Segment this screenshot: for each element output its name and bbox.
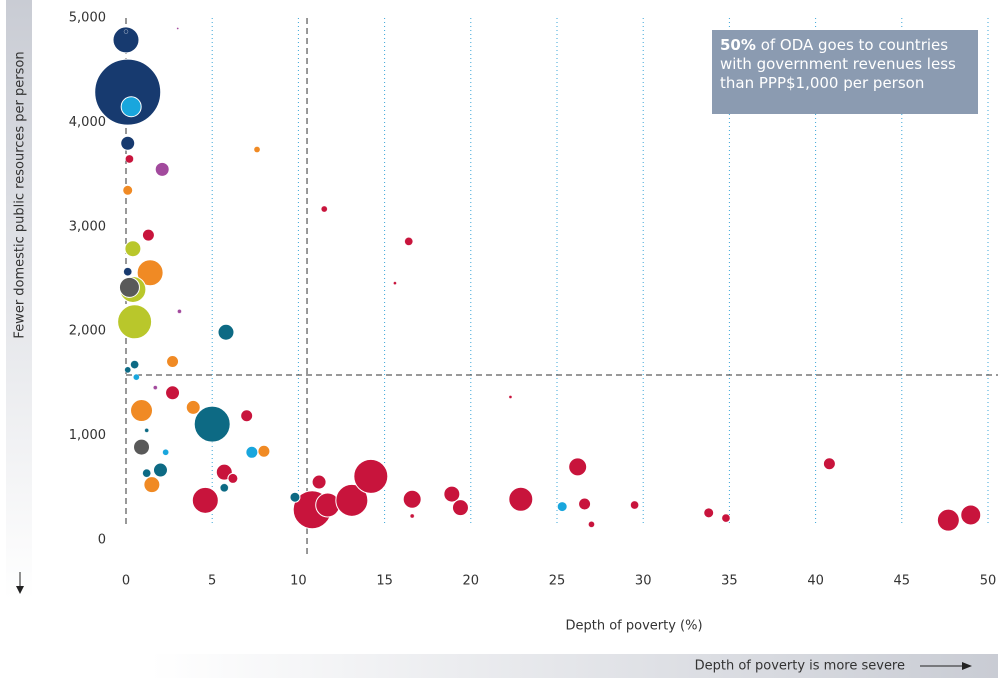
bubble bbox=[94, 58, 162, 126]
bubble bbox=[240, 409, 254, 423]
y-tick-label: 2,000 bbox=[69, 324, 106, 339]
bubble bbox=[125, 154, 134, 164]
bubble bbox=[508, 486, 534, 512]
x-tick-label: 20 bbox=[463, 574, 480, 589]
bubble bbox=[176, 27, 179, 30]
bubble bbox=[123, 267, 132, 276]
bubble bbox=[124, 240, 142, 258]
bubble bbox=[451, 499, 469, 517]
x-tick-label: 25 bbox=[549, 574, 566, 589]
bubble bbox=[117, 304, 153, 340]
y-tick-label: 0 bbox=[98, 533, 106, 548]
bubble bbox=[578, 497, 592, 511]
bubble bbox=[402, 489, 422, 509]
bubble bbox=[118, 276, 140, 298]
bubble bbox=[122, 184, 134, 196]
bubble bbox=[404, 237, 413, 246]
bubble bbox=[123, 29, 129, 34]
bubble bbox=[568, 457, 588, 477]
y-tick-label: 1,000 bbox=[69, 428, 106, 443]
y-tick-label: 5,000 bbox=[69, 11, 106, 26]
bubble bbox=[191, 486, 219, 514]
bubble bbox=[154, 161, 170, 177]
bubble bbox=[721, 513, 731, 523]
bubble bbox=[443, 485, 461, 503]
bubble bbox=[136, 259, 164, 287]
bubble bbox=[112, 26, 140, 54]
x-tick-label: 5 bbox=[208, 574, 216, 589]
side-band bbox=[6, 0, 32, 600]
bubble bbox=[311, 474, 327, 490]
bubble bbox=[960, 504, 982, 526]
annotation-bold: 50% bbox=[720, 36, 756, 54]
bubble bbox=[321, 205, 328, 213]
bubble bbox=[130, 399, 154, 423]
bubble bbox=[257, 444, 271, 458]
bubble bbox=[152, 462, 168, 478]
bubble bbox=[153, 385, 158, 390]
bubble bbox=[508, 395, 513, 399]
bubble bbox=[133, 438, 151, 456]
bubble bbox=[142, 469, 151, 478]
bubble bbox=[220, 483, 229, 492]
bubble bbox=[120, 135, 136, 151]
x-tick-label: 0 bbox=[122, 574, 130, 589]
bubble bbox=[410, 513, 415, 519]
annotation-box: 50% of ODA goes to countries with govern… bbox=[712, 30, 978, 114]
bubble bbox=[630, 500, 639, 510]
x-tick-label: 30 bbox=[635, 574, 652, 589]
x-tick-label: 45 bbox=[894, 574, 911, 589]
bubble bbox=[703, 507, 715, 519]
x-tick-label: 10 bbox=[290, 574, 307, 589]
y-axis-label: Fewer domestic public resources per pers… bbox=[13, 51, 28, 338]
x-tick-label: 15 bbox=[376, 574, 393, 589]
bottom-band bbox=[150, 654, 998, 678]
bubble bbox=[120, 96, 142, 118]
bubble bbox=[393, 281, 397, 285]
bubble bbox=[165, 385, 181, 401]
y-tick-label: 4,000 bbox=[69, 115, 106, 130]
bubble bbox=[588, 521, 595, 528]
bubble bbox=[253, 146, 261, 153]
arrow-head bbox=[962, 662, 972, 670]
bubble bbox=[177, 309, 182, 314]
y-tick-label: 3,000 bbox=[69, 219, 106, 234]
bottom-note: Depth of poverty is more severe bbox=[695, 659, 905, 674]
bubble bbox=[162, 449, 169, 456]
bubble bbox=[166, 354, 180, 368]
arrow-head bbox=[16, 586, 24, 594]
bubble bbox=[130, 360, 139, 369]
bubble bbox=[217, 323, 235, 341]
x-tick-label: 50 bbox=[980, 574, 997, 589]
bubble bbox=[556, 501, 568, 513]
bubble bbox=[245, 445, 259, 459]
bubble bbox=[143, 476, 161, 494]
bubble bbox=[133, 373, 140, 381]
bubble bbox=[353, 458, 389, 494]
bubble bbox=[822, 457, 836, 471]
x-tick-label: 35 bbox=[721, 574, 738, 589]
bubble bbox=[185, 399, 201, 415]
annotation: of ODA goes to countries with government… bbox=[720, 36, 956, 92]
bubble bbox=[289, 491, 301, 503]
bubble bbox=[227, 472, 239, 484]
bubble bbox=[335, 483, 369, 517]
bubble bbox=[124, 366, 131, 373]
bubble bbox=[193, 405, 231, 443]
bubble bbox=[141, 228, 155, 242]
bubble bbox=[936, 508, 960, 532]
bubble bbox=[144, 428, 149, 433]
x-axis-label: Depth of poverty (%) bbox=[565, 619, 702, 634]
x-tick-label: 40 bbox=[807, 574, 824, 589]
